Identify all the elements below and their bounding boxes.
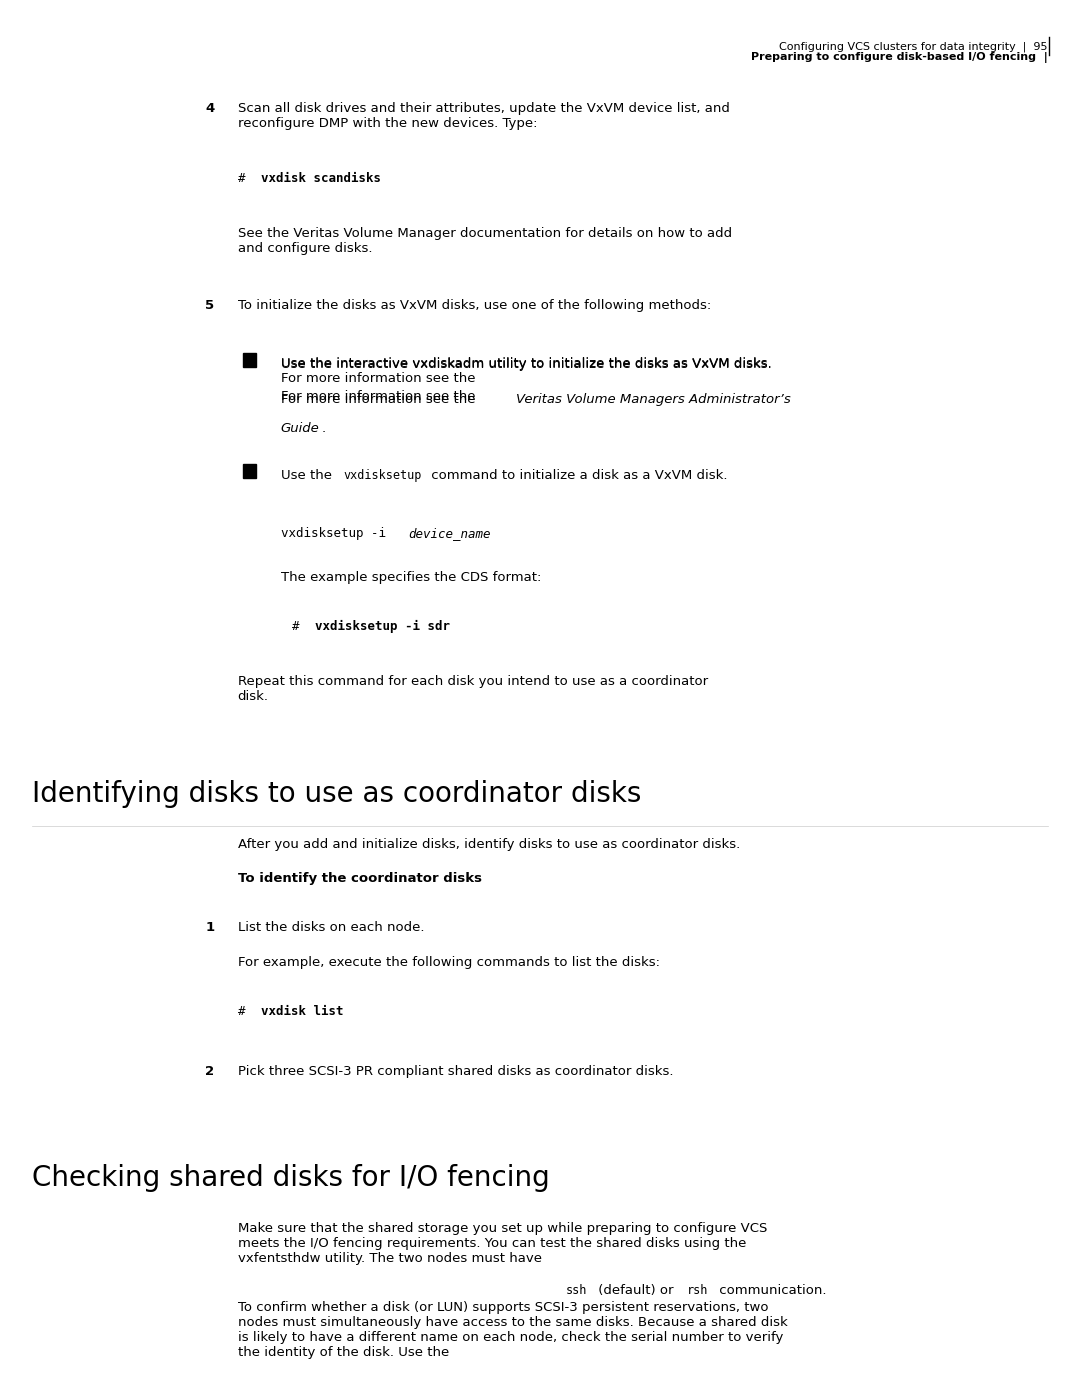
Text: #: # [238,1005,253,1017]
Text: Use the interactive vxdiskadm utility to initialize the disks as VxVM disks.: Use the interactive vxdiskadm utility to… [281,358,771,372]
Text: vxdisksetup -i: vxdisksetup -i [281,526,393,540]
Text: 2: 2 [205,1065,214,1078]
Text: For example, execute the following commands to list the disks:: For example, execute the following comma… [238,956,660,969]
Text: ssh: ssh [566,1284,588,1298]
Text: To confirm whether a disk (or LUN) supports SCSI-3 persistent reservations, two
: To confirm whether a disk (or LUN) suppo… [238,1301,787,1359]
Text: Checking shared disks for I/O fencing: Checking shared disks for I/O fencing [32,1163,550,1192]
Text: (default) or: (default) or [594,1284,678,1298]
Text: 1: 1 [205,922,214,934]
Text: Pick three SCSI-3 PR compliant shared disks as coordinator disks.: Pick three SCSI-3 PR compliant shared di… [238,1065,673,1078]
Text: 5: 5 [205,300,214,312]
Text: See the Veritas Volume Manager documentation for details on how to add
and confi: See the Veritas Volume Manager documenta… [238,228,732,255]
Text: vxdisk list: vxdisk list [261,1005,343,1017]
Text: Veritas Volume Managers Administrator’s: Veritas Volume Managers Administrator’s [516,393,791,407]
Text: Use the: Use the [281,469,336,482]
Text: For more information see the: For more information see the [281,390,480,403]
Text: vxdisk scandisks: vxdisk scandisks [261,172,381,185]
Text: vxdisksetup: vxdisksetup [343,469,422,482]
Text: To initialize the disks as VxVM disks, use one of the following methods:: To initialize the disks as VxVM disks, u… [238,300,711,312]
Text: Guide: Guide [281,422,320,436]
Text: For more information see the: For more information see the [281,393,480,407]
Text: communication.: communication. [715,1284,826,1298]
Text: device_name: device_name [408,526,490,540]
Text: Configuring VCS clusters for data integrity  |  95: Configuring VCS clusters for data integr… [779,42,1048,53]
Text: command to initialize a disk as a VxVM disk.: command to initialize a disk as a VxVM d… [427,469,727,482]
Text: #: # [238,172,253,185]
Text: .: . [322,422,326,436]
Text: vxdisksetup -i sdr: vxdisksetup -i sdr [315,619,450,633]
Text: Make sure that the shared storage you set up while preparing to configure VCS
me: Make sure that the shared storage you se… [238,1221,767,1264]
Text: Scan all disk drives and their attributes, update the VxVM device list, and
reco: Scan all disk drives and their attribute… [238,103,729,130]
Text: rsh: rsh [687,1284,708,1298]
Text: Repeat this command for each disk you intend to use as a coordinator
disk.: Repeat this command for each disk you in… [238,675,707,704]
Bar [243,353,256,366]
Text: 4: 4 [205,103,215,115]
Text: The example specifies the CDS format:: The example specifies the CDS format: [281,570,541,584]
Text: Identifying disks to use as coordinator disks: Identifying disks to use as coordinator … [32,780,642,808]
Bar [243,464,256,477]
Text: #: # [292,619,307,633]
Text: List the disks on each node.: List the disks on each node. [238,922,424,934]
Text: After you add and initialize disks, identify disks to use as coordinator disks.: After you add and initialize disks, iden… [238,837,740,851]
Text: Use the interactive vxdiskadm utility to initialize the disks as VxVM disks.
For: Use the interactive vxdiskadm utility to… [281,357,771,386]
Text: To identify the coordinator disks: To identify the coordinator disks [238,873,482,886]
Text: Preparing to configure disk-based I/O fencing  |: Preparing to configure disk-based I/O fe… [751,53,1048,64]
